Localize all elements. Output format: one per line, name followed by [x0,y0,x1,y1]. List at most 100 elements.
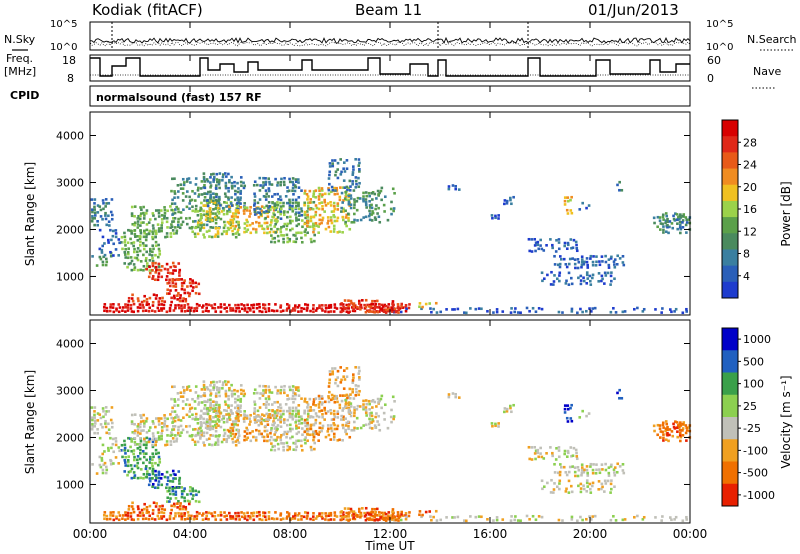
velocity-cell [130,422,134,426]
velocity-cell [291,385,295,388]
velocity-cell [142,452,146,455]
power-cell [566,199,570,203]
power-cell [384,311,388,314]
power-cell [161,296,164,300]
power-cell [243,227,247,230]
velocity-cell [129,464,133,467]
velocity-cell [262,389,265,392]
power-cell [93,202,96,205]
power-cell [558,271,562,275]
velocity-cell [262,392,265,395]
power-cell [301,225,304,229]
velocity-cell [160,483,164,487]
velocity-cell [620,396,624,400]
power-cell [212,208,215,211]
power-cell [96,204,100,207]
power-cell [103,242,106,245]
velocity-cell [117,446,121,449]
velocity-cell [328,373,332,376]
velocity-cell [112,511,115,514]
velocity-cell [328,381,331,385]
power-cell [336,202,340,205]
power-cell [136,223,140,226]
power-cell [275,206,279,210]
velocity-cell [355,407,359,411]
velocity-cell [286,423,289,427]
power-cell [386,218,390,222]
power-cell [157,309,161,313]
velocity-cell [234,417,238,420]
velocity-cell [343,405,347,409]
power-cell [297,218,301,222]
power-cell [186,309,190,313]
velocity-cell [211,420,215,423]
velocity-cell [268,390,272,394]
velocity-cell [291,417,295,421]
power-cell [180,278,184,281]
velocity-cell [561,519,564,522]
velocity-cell [291,397,294,401]
velocity-cell [177,499,180,503]
power-cell [209,193,212,197]
power-cell [612,260,616,263]
power-cell [204,218,208,222]
power-cell [230,175,233,179]
velocity-cell [309,517,312,521]
velocity-cell [271,409,274,412]
velocity-cell [329,518,333,521]
velocity-cell [368,412,372,415]
velocity-cell [182,389,186,392]
power-cell [110,217,114,221]
power-cell [151,237,155,241]
power-cell [581,201,585,205]
velocity-cell [228,413,231,417]
power-cell [368,194,371,198]
power-cell [105,202,108,205]
power-cell [203,236,206,239]
velocity-cell [336,424,340,428]
velocity-cell [171,428,174,431]
power-cell [497,217,500,220]
velocity-cell [214,518,218,521]
velocity-cell [282,448,285,452]
power-cell [681,219,685,222]
power-cell [341,230,344,234]
velocity-cell [300,514,303,518]
velocity-cell [312,423,316,427]
velocity-cell [392,415,396,418]
power-cell [239,189,243,193]
velocity-cell [216,388,219,392]
power-cell [229,223,233,226]
power-cell [264,183,267,186]
power-cell [110,238,113,242]
velocity-cell [213,383,216,387]
power-cell [219,217,223,221]
power-cell [618,257,622,260]
power-cell [327,225,331,229]
velocity-cell [362,403,365,406]
power-cell [552,280,556,283]
velocity-cell [174,490,178,494]
velocity-cell [191,417,195,421]
velocity-cell [537,515,541,518]
velocity-cell [214,407,218,410]
power-cell [336,161,340,165]
velocity-cell [505,410,509,413]
power-cell [221,206,225,210]
power-cell [565,247,569,251]
power-cell [196,223,200,227]
power-cell [182,297,185,300]
velocity-cell [272,438,276,442]
power-cell [279,195,282,198]
power-cell [163,300,167,303]
power-cell [191,279,194,283]
power-cell [533,244,537,247]
velocity-cell [574,474,577,478]
xtick-label: 12:00 [373,527,408,541]
power-cell [432,307,435,311]
power-cell [175,229,179,233]
power-cell [166,292,169,295]
velocity-cell [378,428,382,432]
power-cell [351,309,355,313]
velocity-cell [353,512,357,515]
